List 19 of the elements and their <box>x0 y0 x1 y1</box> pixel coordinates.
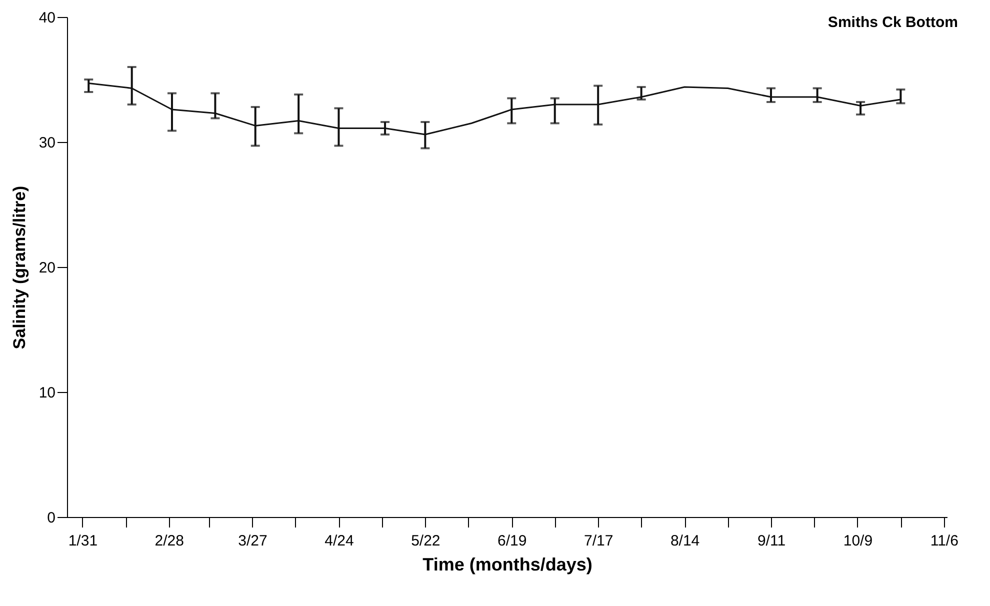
x-tick-label: 7/17 <box>584 532 614 550</box>
x-axis-title: Time (months/days) <box>422 554 592 574</box>
x-tick-label: 4/24 <box>324 532 354 550</box>
y-tick-label: 10 <box>38 384 56 402</box>
x-tick-label: 6/19 <box>498 532 527 550</box>
y-tick-label: 20 <box>38 260 56 276</box>
chart-title: Smiths Ck Bottom <box>828 14 958 31</box>
x-tick-label: 5/22 <box>411 532 440 550</box>
x-tick-label: 9/11 <box>757 532 786 550</box>
x-tick-label: 3/27 <box>238 532 268 550</box>
y-tick-label: 30 <box>38 134 56 152</box>
y-tick-label: 0 <box>47 510 56 526</box>
y-tick-label: 40 <box>38 10 56 26</box>
y-axis-title: Salinity (grams/litre) <box>10 186 29 350</box>
x-tick-label: 8/14 <box>670 532 700 550</box>
x-tick-label: 10/9 <box>843 532 873 550</box>
x-tick-label: 11/6 <box>930 532 958 550</box>
x-tick-label: 2/28 <box>154 532 184 550</box>
x-tick-label: 1/31 <box>68 532 98 550</box>
